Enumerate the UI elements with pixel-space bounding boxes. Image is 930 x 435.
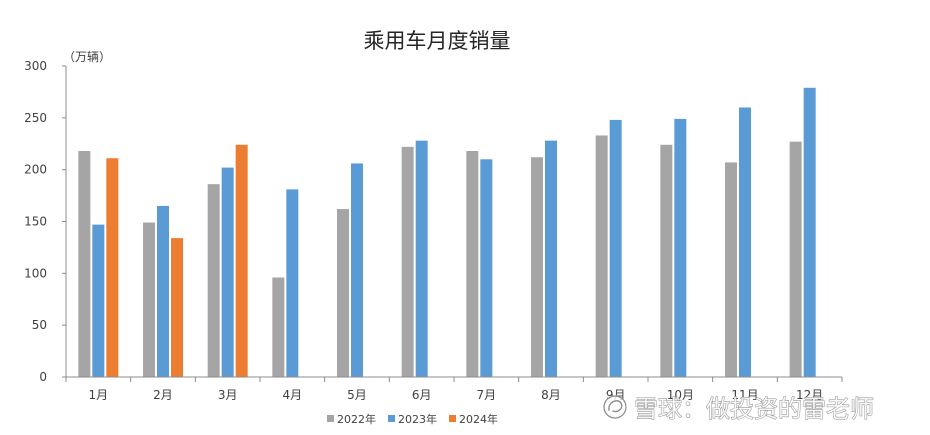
- bar-series2-cat6: [415, 140, 428, 377]
- bar-series1-cat4: [272, 277, 285, 377]
- y-tick-label: 300: [24, 59, 47, 73]
- bar-series1-cat6: [401, 146, 414, 377]
- x-tick-label: 11月: [731, 388, 758, 402]
- bar-series1-cat5: [337, 209, 349, 377]
- x-tick-label: 10月: [667, 388, 694, 402]
- x-tick-label: 4月: [283, 388, 303, 402]
- bar-series3-cat1: [106, 158, 119, 377]
- legend-label: 2022年: [337, 412, 376, 426]
- x-tick-label: 8月: [541, 388, 561, 402]
- x-tick-label: 5月: [347, 388, 367, 402]
- bar-series2-cat1: [92, 224, 105, 377]
- bar-series1-cat10: [660, 144, 673, 377]
- bar-series1-cat11: [725, 162, 737, 377]
- bar-series2-cat11: [739, 107, 751, 377]
- y-tick-label: 250: [24, 111, 47, 125]
- watermark-text: 雪球：做投资的雷老师: [634, 395, 874, 423]
- legend-label: 2024年: [459, 412, 498, 426]
- chart-title: 乘用车月度销量: [364, 29, 511, 53]
- bar-series2-cat9: [609, 119, 622, 377]
- x-tick-label: 12月: [796, 388, 823, 402]
- x-tick-label: 1月: [89, 388, 109, 402]
- legend-item: 2022年: [327, 412, 376, 426]
- x-tick-label: 6月: [412, 388, 432, 402]
- bar-series1-cat3: [207, 184, 220, 377]
- bar-series2-cat5: [351, 163, 363, 377]
- y-axis-unit-label: （万辆）: [63, 50, 111, 64]
- y-tick-label: 150: [24, 215, 47, 229]
- bar-series1-cat7: [466, 151, 479, 377]
- y-tick-label: 0: [39, 370, 47, 384]
- bar-series2-cat12: [803, 87, 816, 378]
- legend-swatch: [449, 415, 456, 422]
- bar-series1-cat2: [143, 222, 155, 377]
- y-tick-label: 50: [32, 318, 47, 332]
- bar-series2-cat8: [545, 140, 557, 377]
- bar-series2-cat10: [674, 118, 687, 378]
- bar-series2-cat3: [221, 167, 234, 377]
- x-tick-label: 3月: [218, 388, 238, 402]
- legend-swatch: [388, 415, 395, 422]
- x-tick-label: 7月: [477, 388, 497, 402]
- bar-series1-cat12: [789, 141, 802, 377]
- bars: [78, 87, 816, 378]
- bar-series3-cat3: [235, 144, 248, 377]
- watermark: 雪球：做投资的雷老师: [603, 395, 874, 423]
- bar-series3-cat2: [171, 238, 183, 377]
- bar-series2-cat2: [157, 205, 169, 377]
- bar-series2-cat7: [480, 159, 493, 377]
- y-tick-label: 100: [24, 266, 47, 280]
- legend-item: 2023年: [388, 412, 437, 426]
- legend-swatch: [327, 415, 334, 422]
- snowball-logo-icon: [603, 395, 627, 419]
- bar-series2-cat4: [286, 189, 299, 377]
- bar-series1-cat8: [531, 157, 543, 377]
- legend-item: 2024年: [449, 412, 498, 426]
- y-tick-label: 200: [24, 163, 47, 177]
- legend: 2022年 2023年 2024年: [327, 412, 498, 426]
- x-tick-label: 2月: [153, 388, 173, 402]
- y-axis: 0 50 100 150 200 250 300: [24, 59, 67, 384]
- legend-label: 2023年: [398, 412, 437, 426]
- bar-series1-cat1: [78, 151, 91, 377]
- bar-series1-cat9: [595, 135, 608, 377]
